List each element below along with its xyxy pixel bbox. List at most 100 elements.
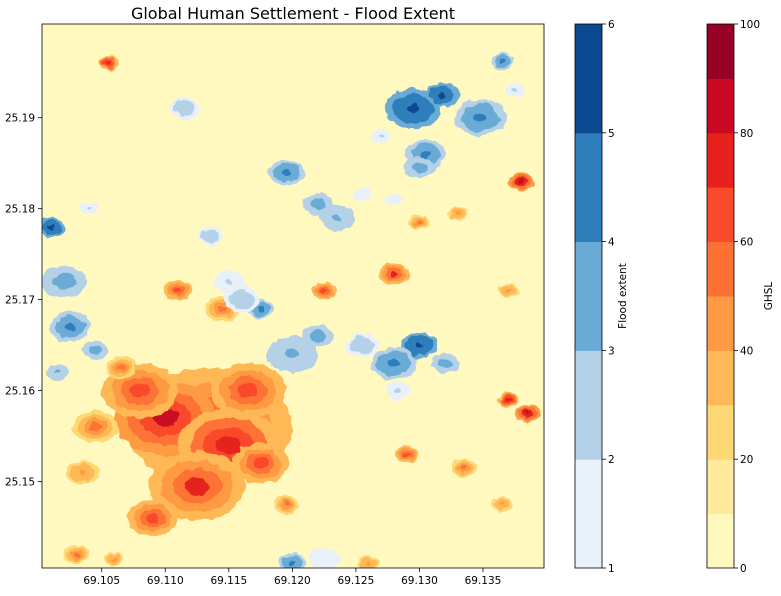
flood-contour bbox=[286, 349, 299, 359]
ghsl-region bbox=[273, 495, 299, 514]
flood-region bbox=[353, 188, 372, 202]
ghsl-region bbox=[311, 281, 337, 300]
flood-contour bbox=[57, 277, 70, 286]
flood-region bbox=[42, 265, 87, 298]
ghsl-region bbox=[104, 551, 125, 567]
x-tick-label: 69.135 bbox=[465, 575, 502, 587]
flood-extent-colorbar: 1 2 3 4 5 6 Flood extent bbox=[574, 19, 629, 575]
ghsl-region bbox=[72, 410, 119, 444]
colorbar-tick-label: 4 bbox=[608, 237, 615, 249]
ghsl-region bbox=[66, 460, 100, 485]
x-tick-label: 69.125 bbox=[338, 575, 375, 587]
flood-region bbox=[385, 381, 411, 400]
flood-contour bbox=[499, 59, 505, 64]
ghsl-contour bbox=[218, 305, 227, 312]
flood-contour bbox=[86, 207, 92, 211]
ghsl-contour bbox=[116, 365, 125, 371]
ghsl-region bbox=[209, 363, 287, 418]
y-tick-label: 25.19 bbox=[5, 113, 35, 125]
colorbar-tick-label: 2 bbox=[608, 454, 615, 466]
flood-region bbox=[213, 270, 245, 293]
flood-region bbox=[385, 193, 403, 206]
y-tick-label: 25.18 bbox=[5, 204, 35, 216]
colorbar-tick-label: 3 bbox=[608, 345, 615, 357]
flood-region bbox=[371, 346, 417, 380]
colorbar-tick-label: 40 bbox=[740, 345, 753, 357]
flood-region bbox=[82, 340, 109, 359]
ghsl-region bbox=[127, 499, 178, 537]
flood-contour bbox=[512, 88, 518, 93]
ghsl-contour bbox=[460, 465, 468, 471]
flood-region bbox=[45, 364, 69, 381]
flood-region bbox=[371, 128, 392, 144]
flood-contour bbox=[225, 278, 233, 285]
x-axis: 69.105 69.110 69.115 69.120 69.125 69.130 69.1… bbox=[83, 568, 501, 587]
flood-region bbox=[278, 553, 307, 568]
plot-frame bbox=[41, 23, 545, 569]
flood-region bbox=[49, 312, 91, 342]
colorbar-tick-label: 0 bbox=[740, 563, 747, 575]
ghsl-region bbox=[498, 283, 519, 298]
ghsl-contour bbox=[499, 502, 505, 507]
flood-region bbox=[308, 547, 340, 568]
ghsl-region bbox=[148, 451, 246, 521]
flood-region bbox=[266, 336, 318, 373]
colorbar-segment bbox=[707, 513, 734, 569]
x-tick-label: 69.120 bbox=[274, 575, 311, 587]
colorbar-label: Flood extent bbox=[617, 263, 629, 329]
x-tick-label: 69.115 bbox=[210, 575, 247, 587]
ghsl-contour bbox=[89, 422, 102, 432]
colorbar-tick-label: 20 bbox=[740, 454, 753, 466]
ghsl-contour bbox=[517, 179, 525, 184]
ghsl-contour bbox=[216, 436, 242, 455]
x-tick-label: 69.105 bbox=[83, 575, 120, 587]
flood-region bbox=[246, 298, 275, 319]
ghsl-contour bbox=[174, 288, 182, 294]
colorbar-segment bbox=[707, 296, 734, 351]
ghsl-contour bbox=[416, 220, 422, 225]
ghsl-contour bbox=[253, 458, 268, 469]
ghsl-contour bbox=[524, 411, 531, 416]
flood-region bbox=[504, 83, 525, 98]
colorbar-segment bbox=[707, 24, 734, 79]
flood-contour bbox=[320, 556, 328, 562]
flood-region bbox=[430, 353, 459, 374]
flood-contour bbox=[441, 360, 449, 366]
flood-contour bbox=[358, 342, 367, 349]
flood-contour bbox=[206, 233, 213, 239]
flood-contour bbox=[388, 359, 400, 368]
y-axis: 25.15 25.16 25.17 25.18 25.19 bbox=[5, 113, 42, 489]
ghsl-region bbox=[395, 446, 419, 463]
y-tick-label: 25.16 bbox=[5, 386, 35, 398]
flood-layer bbox=[42, 53, 525, 568]
flood-contour bbox=[474, 113, 487, 123]
colorbar-label: GHSL bbox=[763, 282, 775, 311]
ghsl-region bbox=[514, 404, 541, 423]
flood-region bbox=[345, 333, 379, 357]
colorbar-segment bbox=[575, 132, 602, 243]
flood-region bbox=[268, 159, 304, 186]
ghsl-region bbox=[498, 392, 519, 407]
flood-contour bbox=[332, 214, 342, 221]
ghsl-contour bbox=[282, 502, 290, 507]
ghsl-region bbox=[409, 215, 430, 230]
colorbar-tick-label: 5 bbox=[608, 128, 615, 140]
flood-contour bbox=[394, 388, 402, 393]
ghsl-region bbox=[491, 497, 513, 512]
flood-region bbox=[425, 83, 459, 107]
flood-region bbox=[490, 53, 514, 70]
flood-contour bbox=[438, 92, 447, 98]
colorbar-frame bbox=[706, 23, 735, 569]
ghsl-region bbox=[358, 556, 379, 568]
flood-contour bbox=[237, 296, 246, 303]
ghsl-contour bbox=[455, 211, 461, 216]
flood-region bbox=[223, 286, 260, 313]
ghsl-contour bbox=[366, 561, 372, 566]
flood-contour bbox=[54, 370, 61, 375]
colorbar-segment bbox=[575, 241, 602, 351]
ghsl-region bbox=[105, 356, 137, 379]
x-tick-label: 69.130 bbox=[401, 575, 438, 587]
ghsl-region bbox=[232, 443, 289, 484]
